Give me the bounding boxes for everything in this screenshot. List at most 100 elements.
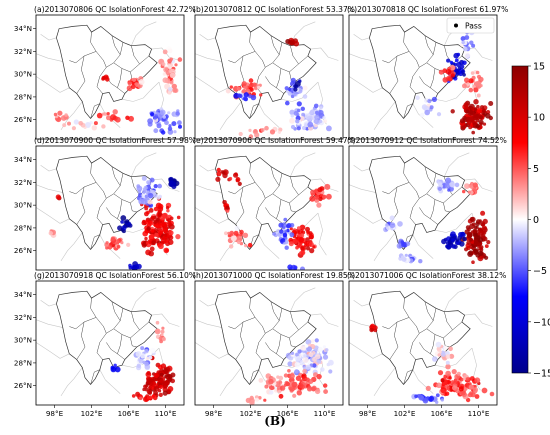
data-point	[176, 215, 181, 220]
data-point	[225, 88, 231, 94]
prefecture-boundary	[265, 207, 277, 220]
prefecture-boundary	[228, 182, 256, 195]
data-point	[473, 107, 478, 111]
prefecture-boundary	[90, 32, 107, 68]
data-point	[160, 214, 166, 221]
data-point	[229, 85, 233, 89]
data-point	[243, 92, 249, 98]
y-tick-label: 34°N	[14, 155, 32, 164]
data-point	[144, 236, 148, 241]
data-point	[314, 114, 320, 120]
prefecture-boundary	[90, 163, 107, 199]
data-point	[306, 386, 313, 392]
prefecture-boundary	[382, 317, 410, 330]
prefecture-boundary	[111, 166, 121, 186]
data-point	[292, 393, 297, 398]
data-points	[53, 46, 183, 135]
data-point	[468, 78, 474, 84]
data-point	[67, 121, 71, 126]
data-point	[257, 85, 261, 90]
data-point	[263, 398, 267, 402]
data-point	[299, 233, 305, 238]
neighbor-boundary	[349, 207, 383, 224]
data-point	[254, 132, 260, 138]
data-point	[448, 346, 453, 352]
data-point	[138, 79, 145, 85]
data-point	[456, 52, 461, 57]
data-point	[454, 182, 460, 188]
prefecture-boundary	[106, 207, 118, 220]
data-point	[71, 126, 76, 131]
data-point	[233, 85, 239, 92]
data-point	[241, 81, 247, 87]
prefecture-boundary	[424, 166, 434, 186]
data-point	[450, 73, 455, 78]
neighbor-boundary	[195, 207, 229, 224]
data-point	[305, 237, 310, 243]
data-point	[149, 177, 155, 183]
data-point	[463, 387, 467, 391]
prefecture-boundary	[131, 45, 140, 65]
data-point	[136, 363, 141, 368]
data-point	[471, 43, 476, 48]
y-tick-label: 28°N	[14, 92, 32, 101]
data-point	[313, 118, 320, 125]
data-point	[322, 345, 326, 349]
data-point	[456, 371, 461, 376]
data-point	[414, 394, 418, 399]
data-point	[476, 104, 480, 109]
data-point	[172, 87, 178, 93]
data-point	[149, 246, 155, 252]
data-point	[239, 229, 244, 235]
data-point	[169, 72, 176, 79]
data-point	[150, 215, 155, 220]
data-point	[255, 397, 259, 402]
prefecture-boundary	[409, 333, 420, 360]
data-point	[169, 80, 174, 85]
data-point	[324, 348, 329, 352]
data-point	[284, 86, 289, 91]
prefecture-boundary	[403, 163, 420, 199]
data-point	[443, 374, 448, 379]
data-point	[153, 385, 160, 392]
data-point	[468, 87, 474, 93]
prefecture-boundary	[403, 103, 413, 119]
data-point	[431, 96, 437, 102]
data-point	[305, 364, 311, 370]
data-point	[459, 241, 465, 247]
data-point	[464, 229, 470, 235]
prefecture-boundary	[419, 173, 437, 199]
data-point	[106, 112, 110, 116]
data-point	[472, 121, 477, 126]
data-point	[162, 49, 168, 55]
neighbor-boundary	[199, 300, 216, 307]
data-point	[454, 70, 460, 76]
data-points	[369, 323, 495, 404]
neighbor-boundary	[199, 34, 216, 41]
data-point	[440, 351, 446, 357]
data-point	[125, 219, 130, 224]
data-point	[479, 122, 483, 126]
data-point	[282, 232, 288, 238]
data-point	[479, 84, 483, 88]
data-point	[300, 116, 305, 121]
data-point	[466, 240, 471, 245]
data-point	[474, 394, 480, 399]
data-point	[280, 238, 286, 243]
data-point	[62, 123, 67, 128]
data-point	[462, 83, 467, 89]
data-point	[461, 40, 466, 45]
data-point	[155, 217, 160, 222]
prefecture-boundary	[117, 334, 125, 360]
data-point	[238, 131, 243, 137]
data-point	[156, 123, 162, 129]
data-point	[474, 377, 481, 384]
prefecture-boundary	[76, 55, 86, 94]
data-point	[482, 122, 487, 126]
data-point	[437, 186, 442, 191]
data-point	[144, 219, 151, 225]
prefecture-boundary	[382, 51, 410, 64]
y-tick-label: 28°N	[14, 223, 32, 232]
data-point	[445, 364, 451, 370]
data-point	[130, 84, 136, 90]
